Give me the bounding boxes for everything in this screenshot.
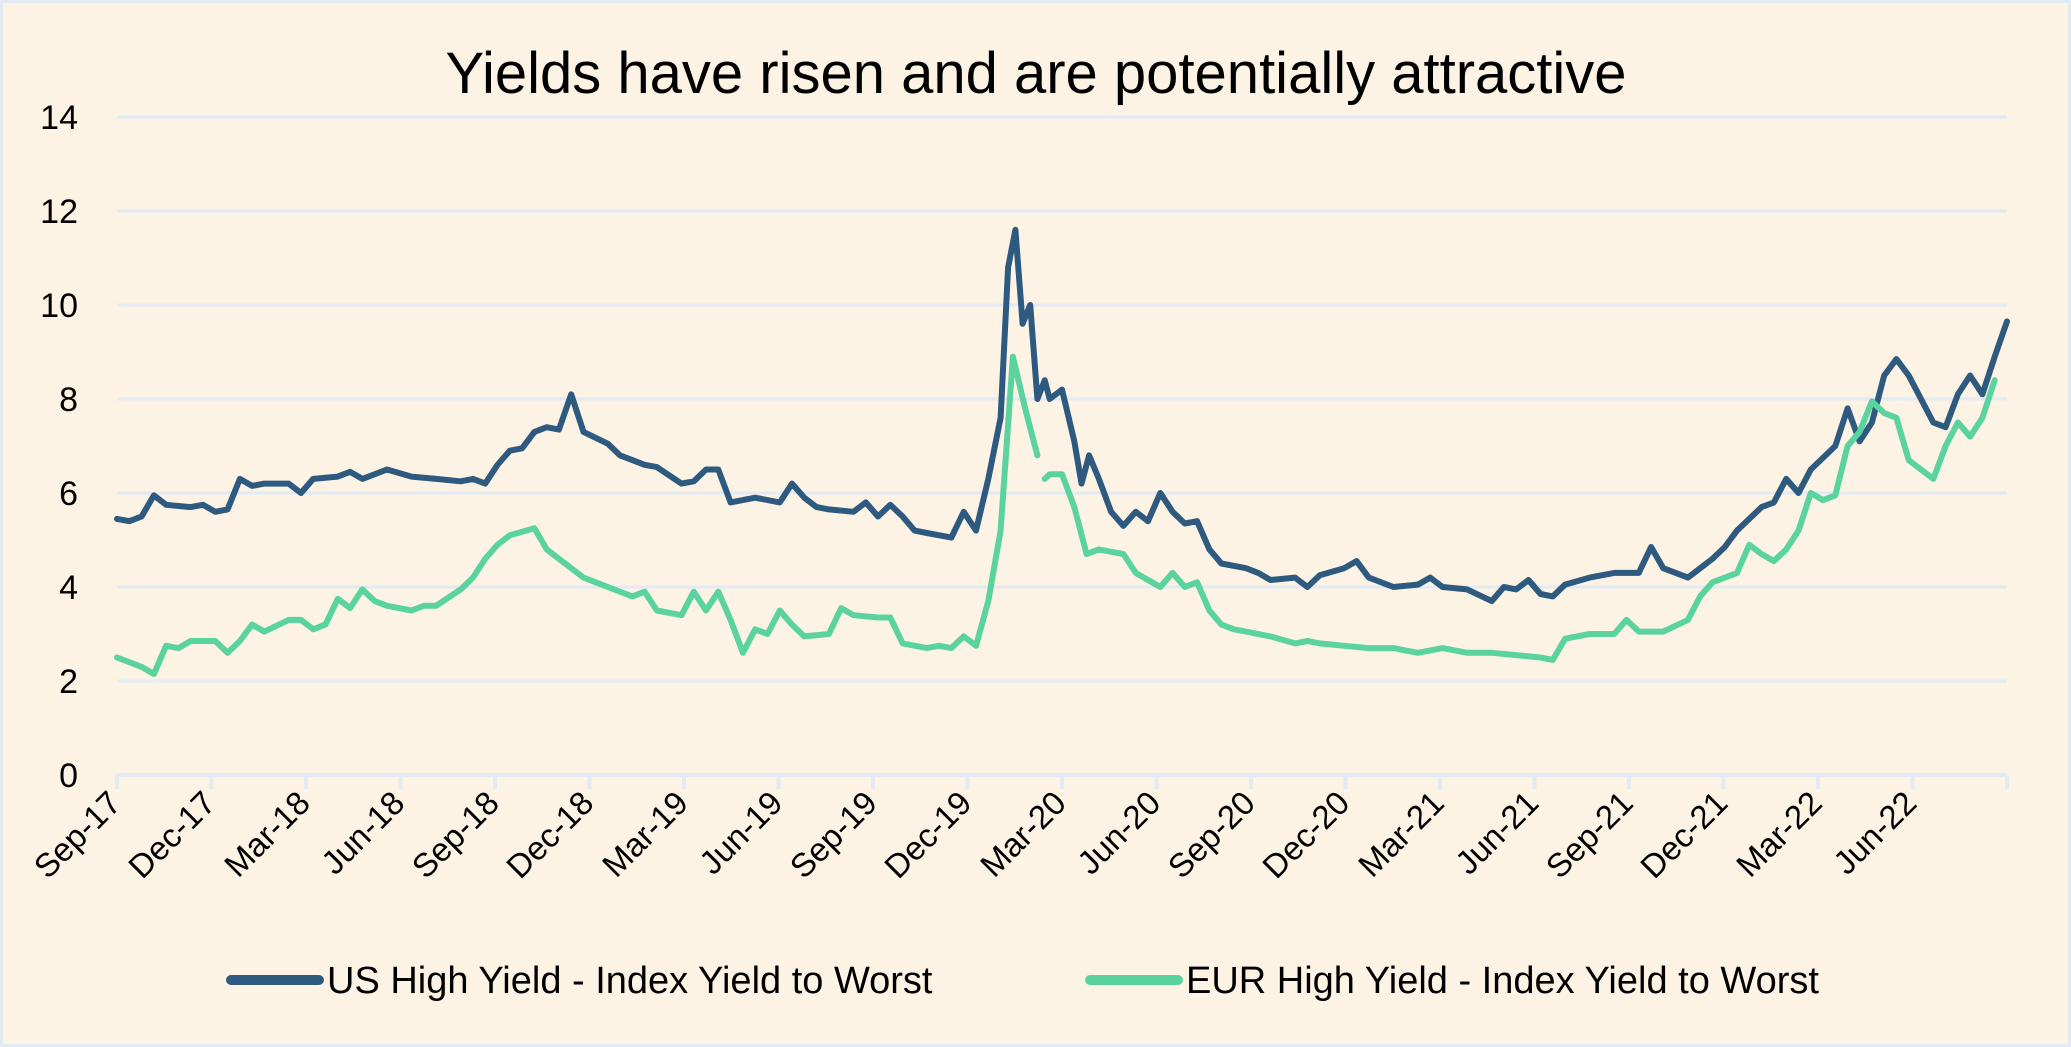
x-tick-label: Dec-20: [1255, 784, 1356, 885]
y-tick-label: 0: [59, 757, 78, 795]
x-axis: [115, 773, 2009, 789]
y-tick-label: 12: [40, 193, 78, 231]
series-line-us: [114, 226, 2010, 605]
legend: US High Yield - Index Yield to Worst EUR…: [226, 960, 1819, 1002]
x-tick-label: Mar-22: [1729, 784, 1829, 884]
x-tick-label: Mar-18: [217, 784, 317, 884]
x-tick-label: Dec-18: [499, 784, 600, 885]
x-tick-label: Jun-18: [314, 784, 412, 882]
x-tick-label: Sep-18: [405, 784, 506, 885]
x-tick-label: Dec-19: [877, 784, 978, 885]
x-tick-label: Jun-22: [1826, 784, 1924, 882]
x-tick-label: Sep-20: [1161, 784, 1262, 885]
y-tick-label: 8: [59, 381, 78, 419]
x-tick-label: Mar-21: [1351, 784, 1451, 884]
legend-label-us: US High Yield - Index Yield to Worst: [327, 960, 933, 1002]
x-axis-ticks: Sep-17Dec-17Mar-18Jun-18Sep-18Dec-18Mar-…: [27, 784, 1924, 885]
y-tick-label: 10: [40, 287, 78, 325]
y-tick-label: 14: [40, 99, 78, 137]
x-tick-label: Sep-21: [1539, 784, 1640, 885]
x-tick-label: Dec-17: [121, 784, 222, 885]
chart-title: Yields have risen and are potentially at…: [445, 41, 1626, 106]
x-tick-label: Jun-21: [1448, 784, 1546, 882]
y-tick-label: 4: [59, 569, 78, 607]
legend-item-us[interactable]: US High Yield - Index Yield to Worst: [226, 960, 933, 1002]
x-tick-label: Jun-19: [692, 784, 790, 882]
series-line-eur: [114, 353, 1998, 677]
x-tick-label: Jun-20: [1070, 784, 1168, 882]
y-tick-label: 2: [59, 663, 78, 701]
x-tick-label: Mar-20: [973, 784, 1073, 884]
x-tick-label: Sep-17: [27, 784, 128, 885]
legend-item-eur[interactable]: EUR High Yield - Index Yield to Worst: [1085, 960, 1819, 1002]
series-lines: [114, 226, 2010, 677]
y-axis-ticks: 0 2 4 6 8 10 12 14: [40, 99, 78, 795]
y-tick-label: 6: [59, 475, 78, 513]
legend-label-eur: EUR High Yield - Index Yield to Worst: [1186, 960, 1819, 1002]
gridlines: [117, 115, 2007, 683]
x-tick-label: Mar-19: [595, 784, 695, 884]
x-tick-label: Sep-19: [783, 784, 884, 885]
x-tick-label: Dec-21: [1633, 784, 1734, 885]
